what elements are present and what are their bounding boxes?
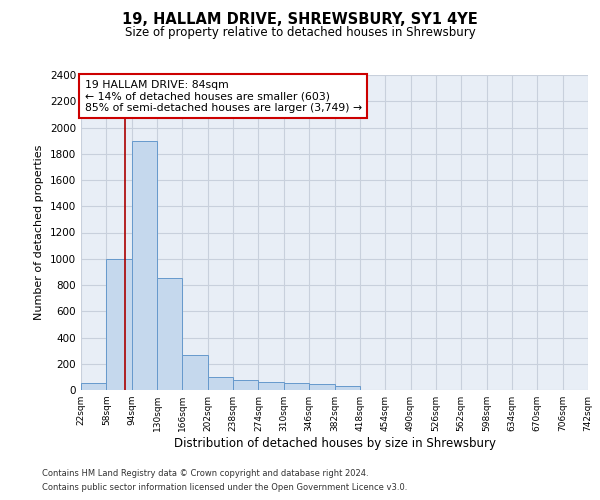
Bar: [132, 140, 157, 390]
Bar: [259, 382, 284, 390]
X-axis label: Distribution of detached houses by size in Shrewsbury: Distribution of detached houses by size …: [173, 437, 496, 450]
Bar: [182, 354, 208, 390]
Bar: [233, 380, 259, 390]
Bar: [157, 278, 182, 390]
Y-axis label: Number of detached properties: Number of detached properties: [34, 145, 44, 320]
Bar: [335, 386, 360, 390]
Bar: [208, 377, 233, 390]
Bar: [284, 383, 309, 390]
Text: Contains public sector information licensed under the Open Government Licence v3: Contains public sector information licen…: [42, 484, 407, 492]
Bar: [309, 384, 335, 390]
Text: Contains HM Land Registry data © Crown copyright and database right 2024.: Contains HM Land Registry data © Crown c…: [42, 468, 368, 477]
Text: 19, HALLAM DRIVE, SHREWSBURY, SY1 4YE: 19, HALLAM DRIVE, SHREWSBURY, SY1 4YE: [122, 12, 478, 28]
Text: 19 HALLAM DRIVE: 84sqm
← 14% of detached houses are smaller (603)
85% of semi-de: 19 HALLAM DRIVE: 84sqm ← 14% of detached…: [85, 80, 362, 113]
Text: Size of property relative to detached houses in Shrewsbury: Size of property relative to detached ho…: [125, 26, 475, 39]
Bar: [106, 259, 132, 390]
Bar: [81, 384, 106, 390]
